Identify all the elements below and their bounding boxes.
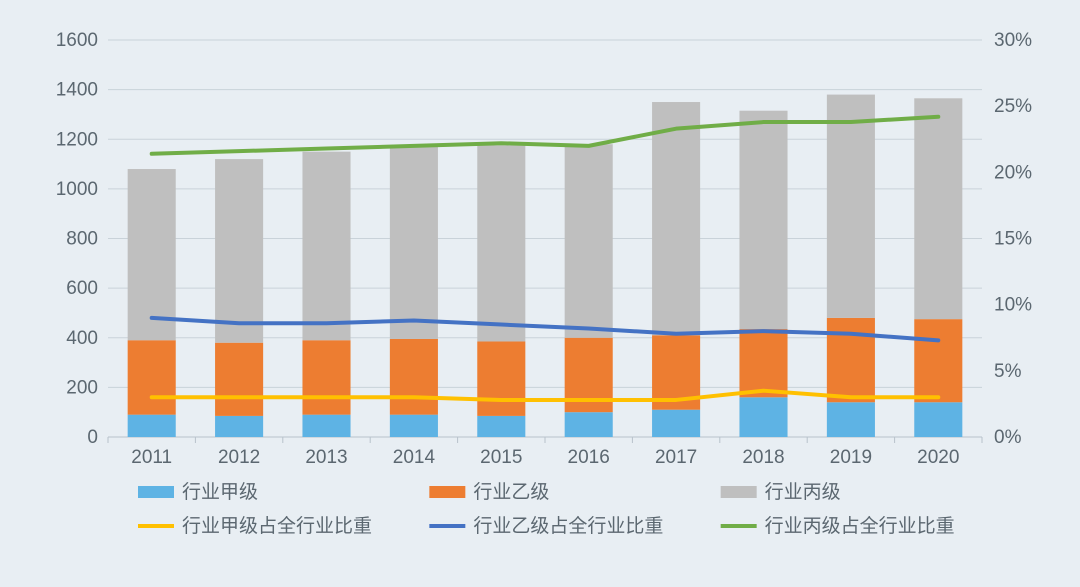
bar-bing: [128, 169, 176, 340]
y-left-tick: 400: [66, 328, 98, 349]
y-right-tick: 15%: [994, 229, 1032, 250]
legend-item-bing: 行业丙级: [721, 481, 841, 503]
bar-yi: [739, 329, 787, 397]
bar-bing: [827, 95, 875, 318]
bar-yi: [914, 319, 962, 402]
svg-text:行业甲级: 行业甲级: [182, 481, 258, 503]
legend-item-jia_ratio: 行业甲级占全行业比重: [138, 515, 372, 537]
x-tick-label: 2019: [830, 447, 872, 468]
bar-bing: [390, 145, 438, 339]
line-jia_ratio: [152, 391, 939, 400]
bar-yi: [827, 318, 875, 402]
bar-jia: [739, 397, 787, 437]
bar-bing: [565, 144, 613, 338]
bar-bing: [477, 145, 525, 341]
y-left-tick: 200: [66, 377, 98, 398]
x-tick-label: 2017: [655, 447, 697, 468]
bar-jia: [128, 415, 176, 437]
x-tick-label: 2016: [568, 447, 610, 468]
line-bing_ratio: [152, 117, 939, 154]
y-left-tick: 800: [66, 229, 98, 250]
bar-jia: [215, 416, 263, 437]
svg-text:行业乙级占全行业比重: 行业乙级占全行业比重: [473, 515, 663, 537]
bar-bing: [215, 159, 263, 343]
combo-chart: 0 200 400 600 800 1000 1200 1400 1600 0% 5% 10% 15% 2…: [30, 20, 1050, 567]
y-left-tick: 1400: [56, 80, 98, 101]
svg-text:行业乙级: 行业乙级: [473, 481, 549, 503]
chart-svg-wrap: 0 200 400 600 800 1000 1200 1400 1600 0% 5% 10% 15% 2…: [30, 20, 1050, 567]
svg-text:行业丙级占全行业比重: 行业丙级占全行业比重: [765, 515, 955, 537]
bar-jia: [652, 410, 700, 437]
bar-jia: [827, 402, 875, 437]
bar-yi: [477, 341, 525, 415]
x-tick-label: 2020: [917, 447, 959, 468]
y-left-tick: 600: [66, 278, 98, 299]
y-right-tick: 10%: [994, 295, 1032, 316]
y-left-tick: 1000: [56, 179, 98, 200]
y-right-tick: 25%: [994, 96, 1032, 117]
line-yi_ratio: [152, 318, 939, 340]
bar-bing: [302, 152, 350, 341]
svg-text:行业甲级占全行业比重: 行业甲级占全行业比重: [182, 515, 372, 537]
svg-text:行业丙级: 行业丙级: [765, 481, 841, 503]
x-tick-label: 2013: [305, 447, 347, 468]
bar-yi: [390, 339, 438, 415]
x-tick-label: 2018: [742, 447, 784, 468]
legend-item-jia: 行业甲级: [138, 481, 258, 503]
y-left-tick: 0: [87, 427, 98, 448]
bar-bing: [914, 98, 962, 319]
bar-yi: [128, 340, 176, 414]
x-tick-label: 2014: [393, 447, 436, 468]
y-left-tick: 1600: [56, 30, 98, 51]
legend-item-yi: 行业乙级: [429, 481, 549, 503]
y-right-tick: 20%: [994, 162, 1032, 183]
bar-jia: [302, 415, 350, 437]
chart-container: 0 200 400 600 800 1000 1200 1400 1600 0% 5% 10% 15% 2…: [0, 0, 1080, 587]
legend-item-yi_ratio: 行业乙级占全行业比重: [429, 515, 663, 537]
x-tick-label: 2015: [480, 447, 522, 468]
bar-bing: [739, 111, 787, 329]
bar-yi: [215, 343, 263, 416]
y-right-tick: 0%: [994, 427, 1022, 448]
bar-bing: [652, 102, 700, 335]
bar-yi: [302, 340, 350, 414]
legend-item-bing_ratio: 行业丙级占全行业比重: [721, 515, 955, 537]
x-tick-label: 2011: [131, 447, 172, 468]
y-left-tick: 1200: [56, 129, 98, 150]
bar-jia: [477, 416, 525, 437]
y-right-tick: 5%: [994, 361, 1022, 382]
bar-jia: [914, 402, 962, 437]
x-tick-label: 2012: [218, 447, 260, 468]
bar-jia: [565, 412, 613, 437]
y-right-tick: 30%: [994, 30, 1032, 51]
bar-jia: [390, 415, 438, 437]
